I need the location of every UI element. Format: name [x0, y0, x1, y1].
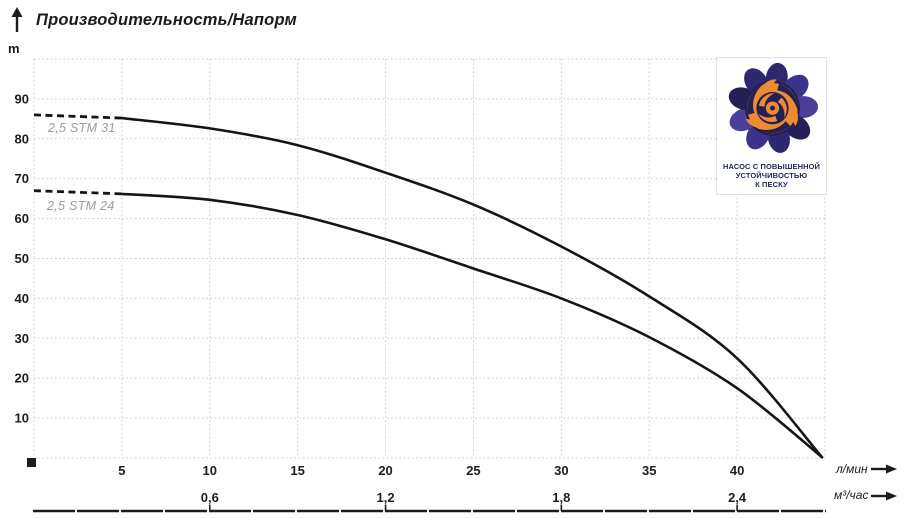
logo-swirl-cut	[757, 121, 791, 134]
x-tick-label-lmin: 40	[730, 463, 744, 478]
x-tick-label-lmin: 30	[554, 463, 568, 478]
y-tick-label: 10	[15, 411, 29, 426]
logo-swirl-cut	[747, 84, 763, 115]
x-tick-label-lmin: 35	[642, 463, 656, 478]
curve-dashed-stm31	[33, 113, 122, 120]
y-axis-up-arrow-icon	[11, 7, 23, 32]
y-axis-unit-label: m	[8, 41, 20, 56]
y-tick-label: 20	[15, 371, 29, 386]
y-tick-label: 80	[15, 131, 29, 146]
x-tick-label-m3h: 2,4	[728, 490, 747, 505]
y-tick-label: 60	[15, 211, 29, 226]
logo-swirl-tip	[792, 108, 798, 127]
x-axis-primary-unit-label: л/мин	[836, 462, 868, 476]
x-tick-label-lmin: 10	[203, 463, 217, 478]
x-tick-label-lmin: 5	[118, 463, 125, 478]
badge-text: НАСОС С ПОВЫШЕННОЙ УСТОЙЧИВОСТЬЮ К ПЕСКУ	[717, 162, 826, 189]
y-tick-label: 40	[15, 291, 29, 306]
curve-stm31	[120, 116, 824, 459]
logo-inner-swirl-arm	[758, 93, 775, 107]
logo-inner-swirl-arm	[758, 113, 778, 123]
impeller-flower-icon	[728, 62, 819, 153]
origin-square	[27, 458, 36, 467]
x-tick-label-lmin: 20	[378, 463, 392, 478]
badge-text-line1: НАСОС С ПОВЫШЕННОЙ	[722, 162, 821, 171]
curve-stm24	[120, 192, 824, 459]
x-tick-label-lmin: 15	[290, 463, 304, 478]
logo-swirl-cut	[777, 83, 798, 111]
y-tick-label: 70	[15, 171, 29, 186]
x-tick-label-lmin: 25	[466, 463, 480, 478]
logo-inner-swirl-arm	[777, 97, 787, 118]
y-tick-label: 90	[15, 91, 29, 106]
x-axis-secondary-unit-label: м³/час	[834, 488, 869, 502]
badge-text-line2: УСТОЙЧИВОСТЬЮ	[735, 171, 808, 180]
logo-swirl-tip	[761, 79, 777, 89]
chart-title: Производительность/Напорм	[36, 11, 297, 29]
series-label-stm31: 2,5 STM 31	[48, 121, 116, 135]
x-axis-secondary-right-arrow-icon	[871, 491, 897, 501]
x-tick-label-m3h: 0,6	[201, 490, 219, 505]
y-tick-label: 50	[15, 251, 29, 266]
x-tick-label-m3h: 1,2	[377, 490, 395, 505]
y-tick-label: 30	[15, 331, 29, 346]
series-label-stm24: 2,5 STM 24	[47, 199, 115, 213]
logo-swirl-tip	[745, 118, 761, 129]
x-axis-primary-right-arrow-icon	[871, 464, 897, 474]
sand-resistant-badge: НАСОС С ПОВЫШЕННОЙ УСТОЙЧИВОСТЬЮ К ПЕСКУ	[716, 57, 827, 195]
badge-text-line3: К ПЕСКУ	[755, 180, 788, 189]
x-tick-label-m3h: 1,8	[552, 490, 570, 505]
curve-dashed-stm24	[33, 189, 122, 196]
